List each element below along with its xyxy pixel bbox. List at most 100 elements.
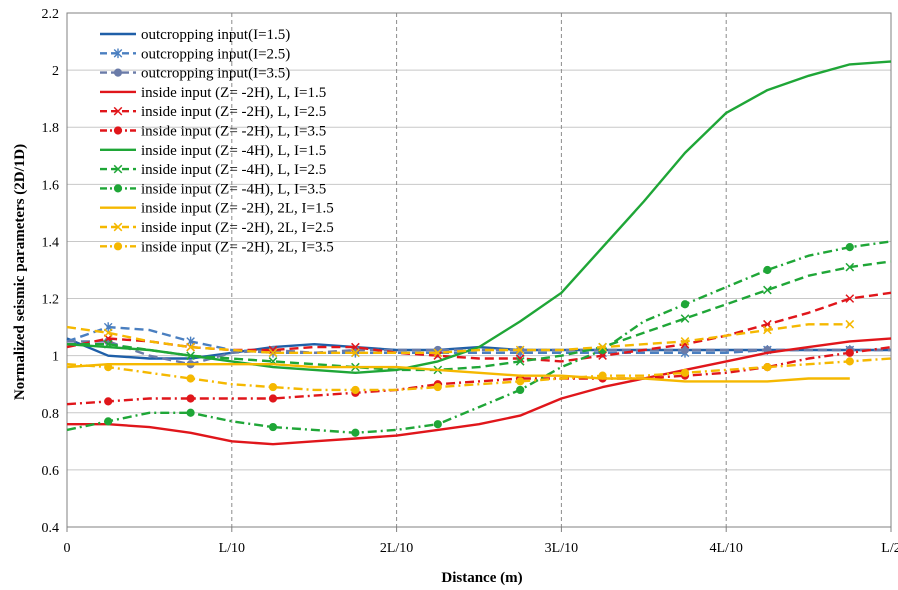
data-point [516,377,525,386]
data-point [845,294,855,303]
data-point [351,348,360,358]
legend-label: inside input (Z= -2H), 2L, I=3.5 [141,239,334,255]
series-11 [66,319,855,358]
y-tick-label: 1.8 [42,121,60,136]
data-point [103,339,113,349]
data-point [680,300,690,309]
data-point [516,385,525,395]
data-point [680,314,690,323]
y-tick-label: 1.4 [42,235,60,250]
data-point [104,362,113,372]
x-tick-label: L/10 [219,541,245,556]
legend-entry-8: inside input (Z= -4H), L, I=2.5 [100,162,326,178]
y-tick-label: 0.6 [42,464,60,479]
legend-entry-1: outcropping input(I=1.5) [100,27,290,43]
series-4 [67,337,892,446]
legend-entry-2: outcropping input(I=2.5) [100,46,290,62]
data-point [680,337,690,346]
y-tick-label: 1 [52,350,59,365]
data-point [268,422,278,432]
y-axis-title: Normalized seismic parameters (2D/1D) [12,144,28,400]
data-point [433,420,442,429]
series-line [66,363,850,383]
data-point [186,394,195,403]
series-7 [66,60,892,374]
y-tick-label: 2.2 [42,7,60,22]
series-line [66,240,892,434]
y-tick-label: 0.4 [42,521,60,536]
legend-marker [113,106,123,116]
data-point [763,285,772,295]
data-point [763,265,772,275]
data-point [186,351,195,360]
data-point [103,328,113,338]
data-point [186,408,195,417]
data-point [515,345,525,355]
data-point [104,417,113,426]
series-line [66,60,892,374]
data-point [763,362,772,372]
x-axis-title: Distance (m) [441,570,522,586]
x-tick-label: 3L/10 [545,541,578,556]
legend-entry-7: inside input (Z= -4H), L, I=1.5 [100,143,326,159]
legend-marker [113,242,123,251]
data-point [351,385,360,395]
legend-entry-12: inside input (Z= -2H), 2L, I=3.5 [100,239,334,255]
data-point [845,243,854,252]
series-9 [66,240,892,437]
axes: 0.4 0.6 0.8 1 1.2 1.4 1.6 1.8 2 2.2 0 L/10 2L/10 3L/1… [42,7,898,556]
legend-label: inside input (Z= -2H), 2L, I=2.5 [141,220,334,236]
legend-marker [113,48,123,59]
legend-marker [113,184,123,193]
series-line [66,323,850,354]
data-point [845,348,854,357]
legend-label: inside input (Z= -2H), L, I=3.5 [141,124,326,140]
series-line [67,260,892,372]
data-point [598,342,607,352]
series-group [66,60,892,446]
series-line [67,337,892,446]
data-point [845,357,854,366]
legend-label: inside input (Z= -2H), L, I=2.5 [141,104,326,120]
data-point [268,382,278,392]
data-point [763,325,772,335]
legend-label: outcropping input(I=2.5) [141,46,290,62]
data-point [186,342,195,352]
legend-entry-10: inside input (Z= -2H), 2L, I=1.5 [100,201,334,217]
plot-area-border [66,12,892,528]
legend-marker [113,222,123,232]
data-point [845,319,855,329]
legend-entry-6: inside input (Z= -2H), L, I=3.5 [100,124,326,140]
legend-entry-9: inside input (Z= -4H), L, I=3.5 [100,181,326,197]
data-point [598,371,607,380]
series-10 [66,363,850,383]
legend-label: inside input (Z= -4H), L, I=2.5 [141,162,326,178]
legend-marker [113,164,123,174]
data-point [268,348,278,358]
series-8 [67,260,892,375]
legend-entry-4: inside input (Z= -2H), L, I=1.5 [100,85,326,101]
legend: outcropping input(I=1.5) outcropping inpu… [100,27,334,255]
legend-label: inside input (Z= -4H), L, I=3.5 [141,181,326,197]
y-tick-label: 0.8 [42,407,60,422]
data-point [515,357,525,366]
legend-entry-3: outcropping input(I=3.5) [100,66,290,82]
data-point [433,348,443,358]
series-line [67,340,891,366]
x-tick-label: 2L/10 [380,541,413,556]
data-point [845,262,855,272]
legend-entry-5: inside input (Z= -2H), L, I=2.5 [100,104,326,120]
legend-marker [113,126,123,135]
data-point [680,345,690,355]
legend-label: inside input (Z= -4H), L, I=1.5 [141,143,326,159]
legend-entry-11: inside input (Z= -2H), 2L, I=2.5 [100,220,334,236]
y-tick-label: 2 [52,64,59,79]
series-line [66,357,892,392]
x-tick-label: 0 [64,541,71,556]
legend-label: outcropping input(I=3.5) [141,66,290,82]
y-tick-label: 1.6 [42,178,60,193]
data-point [351,428,360,437]
